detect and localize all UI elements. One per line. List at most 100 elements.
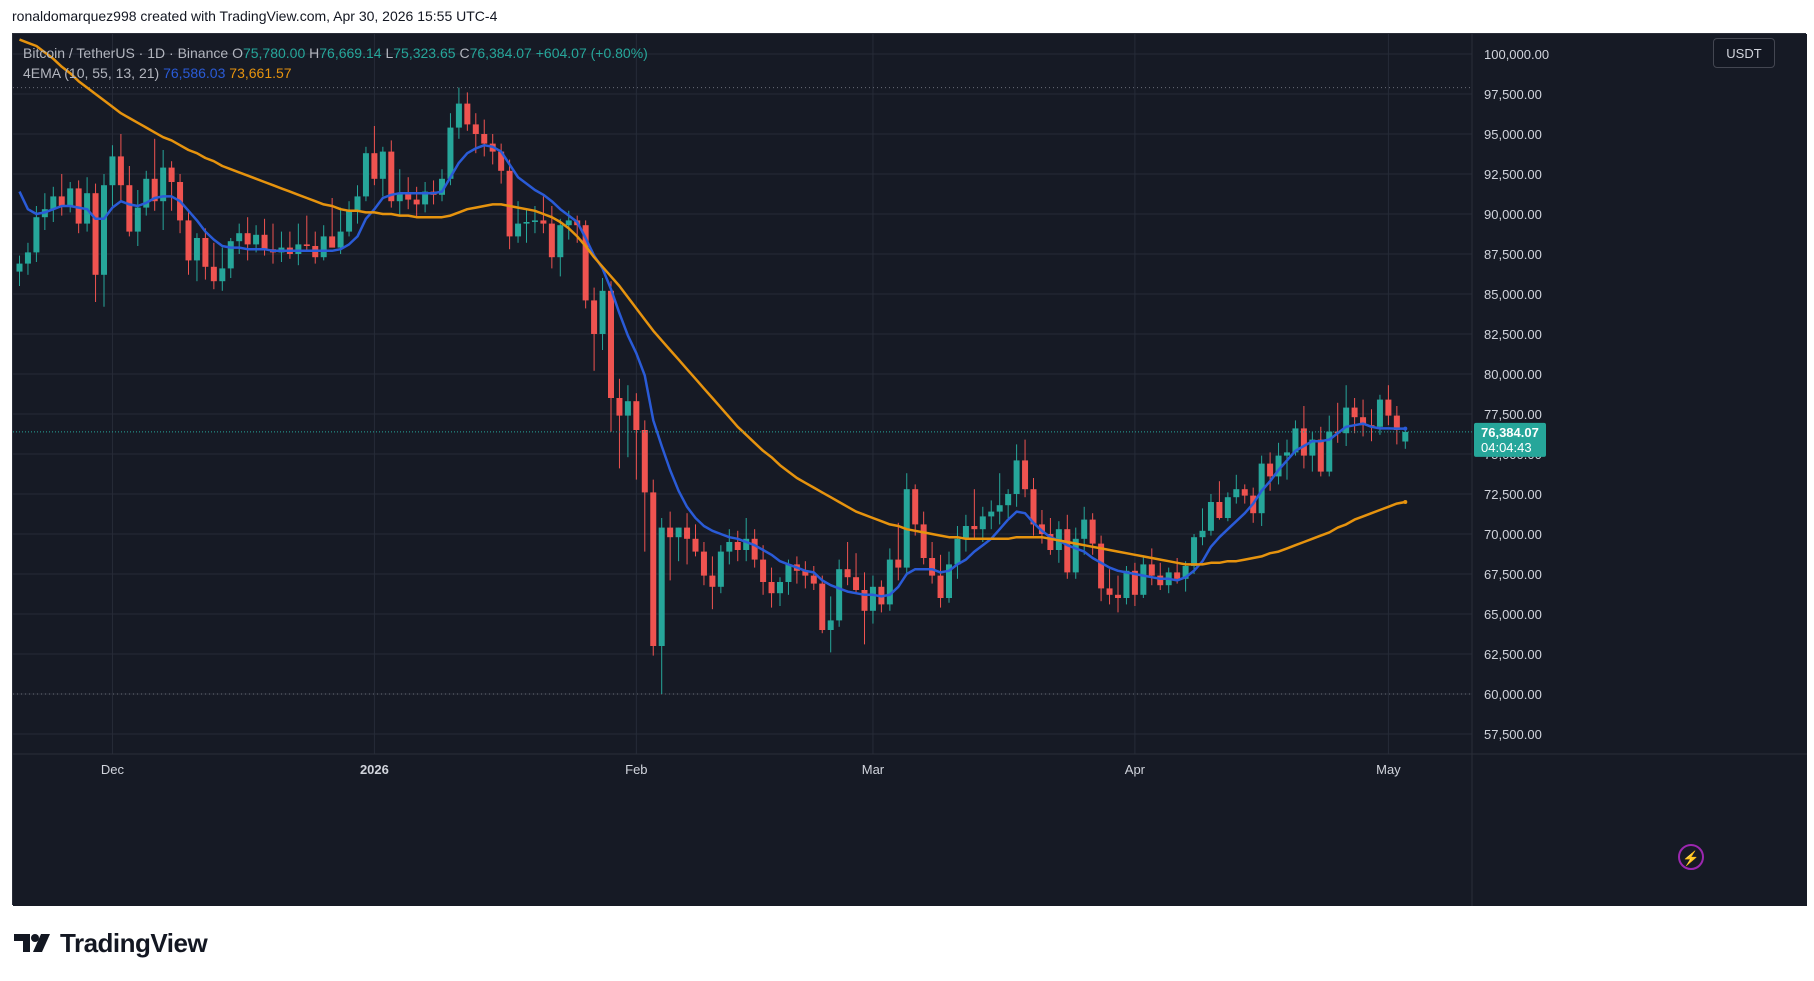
candle-body bbox=[1072, 538, 1079, 573]
candle-body bbox=[700, 551, 707, 576]
y-tick-label: 95,000.00 bbox=[1484, 127, 1542, 142]
y-tick-label: 87,500.00 bbox=[1484, 247, 1542, 262]
candle-body bbox=[531, 220, 538, 222]
candle-body bbox=[751, 538, 758, 560]
candle-body bbox=[1233, 489, 1240, 498]
candle-body bbox=[346, 210, 353, 232]
candle-body bbox=[692, 538, 699, 552]
chart-panel[interactable]: 57,500.00 60,000.00 62,500.00 65,000.00 67,5… bbox=[12, 33, 1807, 906]
candle-body bbox=[379, 151, 386, 179]
change-value: +604.07 (+0.80%) bbox=[535, 45, 648, 61]
candle-body bbox=[743, 538, 750, 550]
candle-body bbox=[946, 564, 952, 598]
candle-body bbox=[109, 156, 116, 186]
plot-background bbox=[13, 34, 1807, 906]
candle-body bbox=[1191, 537, 1198, 566]
candle-body bbox=[658, 527, 665, 646]
candle-body bbox=[996, 505, 1003, 512]
candle-body bbox=[675, 527, 682, 538]
candle-body bbox=[540, 220, 547, 224]
candle-body bbox=[582, 225, 589, 301]
candle-body bbox=[785, 564, 792, 582]
ohlc-legend: Bitcoin / TetherUS · 1D · Binance O75,78… bbox=[23, 45, 648, 61]
y-tick-label: 80,000.00 bbox=[1484, 367, 1542, 382]
candle-body bbox=[684, 527, 691, 539]
candle-body bbox=[472, 124, 479, 134]
candle-body bbox=[777, 582, 783, 594]
candle-body bbox=[869, 586, 876, 611]
y-tick-label: 100,000.00 bbox=[1484, 47, 1549, 62]
candle-body bbox=[1309, 439, 1316, 456]
candle-body bbox=[962, 526, 969, 539]
candle-body bbox=[557, 225, 564, 258]
candle-body bbox=[768, 582, 775, 594]
y-tick-label: 65,000.00 bbox=[1484, 607, 1542, 622]
y-tick-label: 82,500.00 bbox=[1484, 327, 1542, 342]
y-tick-label: 92,500.00 bbox=[1484, 167, 1542, 182]
candle-body bbox=[1089, 519, 1096, 544]
candle-body bbox=[193, 238, 200, 261]
candle-body bbox=[1385, 399, 1392, 416]
candle-body bbox=[134, 207, 141, 232]
ema-fast-line bbox=[18, 143, 1406, 598]
y-tick-label: 77,500.00 bbox=[1484, 407, 1542, 422]
candle-body bbox=[1013, 460, 1020, 494]
lightning-icon[interactable]: ⚡ bbox=[1678, 844, 1704, 870]
candle-body bbox=[481, 134, 488, 144]
candle-body bbox=[1300, 428, 1307, 456]
candle-body bbox=[244, 233, 251, 245]
candle-body bbox=[709, 575, 716, 587]
candle-body bbox=[253, 234, 260, 245]
y-tick-label: 72,500.00 bbox=[1484, 487, 1542, 502]
candle-body bbox=[1207, 502, 1214, 531]
candle-body bbox=[1106, 588, 1113, 595]
candle-body bbox=[396, 193, 403, 202]
last-price-value: 76,384.07 bbox=[1481, 425, 1539, 440]
candle-body bbox=[1258, 463, 1265, 514]
candle-body bbox=[1081, 519, 1088, 539]
candle-body bbox=[1098, 543, 1105, 589]
candle-body bbox=[802, 570, 809, 576]
candle-body bbox=[1030, 489, 1037, 525]
x-tick-label: Apr bbox=[1125, 762, 1146, 777]
candle-body bbox=[641, 430, 648, 493]
y-tick-label: 90,000.00 bbox=[1484, 207, 1542, 222]
candle-body bbox=[498, 151, 505, 171]
x-tick-label: Dec bbox=[101, 762, 125, 777]
candle-body bbox=[329, 236, 336, 248]
ema-fast-value: 76,586.03 bbox=[163, 65, 226, 81]
candle-body bbox=[1360, 417, 1367, 426]
price-chart[interactable]: 57,500.00 60,000.00 62,500.00 65,000.00 67,5… bbox=[13, 34, 1807, 906]
x-tick-label: May bbox=[1376, 762, 1401, 777]
symbol-label[interactable]: Bitcoin / TetherUS · 1D · Binance bbox=[23, 45, 229, 61]
candle-body bbox=[388, 151, 395, 202]
ema-slow-endpoint bbox=[1403, 500, 1408, 504]
candle-body bbox=[447, 127, 454, 179]
candle-body bbox=[979, 516, 986, 530]
candle-body bbox=[1199, 530, 1206, 538]
currency-button[interactable]: USDT bbox=[1713, 38, 1775, 68]
ema-slow-line bbox=[19, 38, 1406, 566]
open-value: 75,780.00 bbox=[242, 45, 306, 61]
candle-body bbox=[1123, 570, 1130, 598]
candle-body bbox=[1292, 428, 1299, 453]
candle-body bbox=[16, 263, 23, 272]
tradingview-logo: TradingView bbox=[14, 928, 208, 958]
x-tick-label: Mar bbox=[862, 762, 885, 777]
candle-body bbox=[1284, 452, 1290, 456]
candle-body bbox=[1376, 399, 1383, 427]
candle-body bbox=[101, 185, 107, 275]
indicator-label[interactable]: 4EMA (10, 55, 13, 21) bbox=[23, 65, 160, 81]
candle-body bbox=[929, 558, 936, 576]
y-tick-label: 62,500.00 bbox=[1484, 647, 1542, 662]
candle-body bbox=[303, 244, 310, 246]
share-header: ronaldomarquez998 created with TradingVi… bbox=[12, 8, 498, 24]
candle-body bbox=[548, 223, 555, 258]
ema-fast-endpoint bbox=[1403, 426, 1408, 431]
candle-body bbox=[1351, 407, 1358, 418]
candle-body bbox=[1182, 566, 1189, 579]
high-value: 76,669.14 bbox=[319, 45, 382, 61]
candle-body bbox=[616, 398, 623, 416]
candle-body bbox=[422, 191, 429, 205]
candle-body bbox=[760, 559, 767, 582]
